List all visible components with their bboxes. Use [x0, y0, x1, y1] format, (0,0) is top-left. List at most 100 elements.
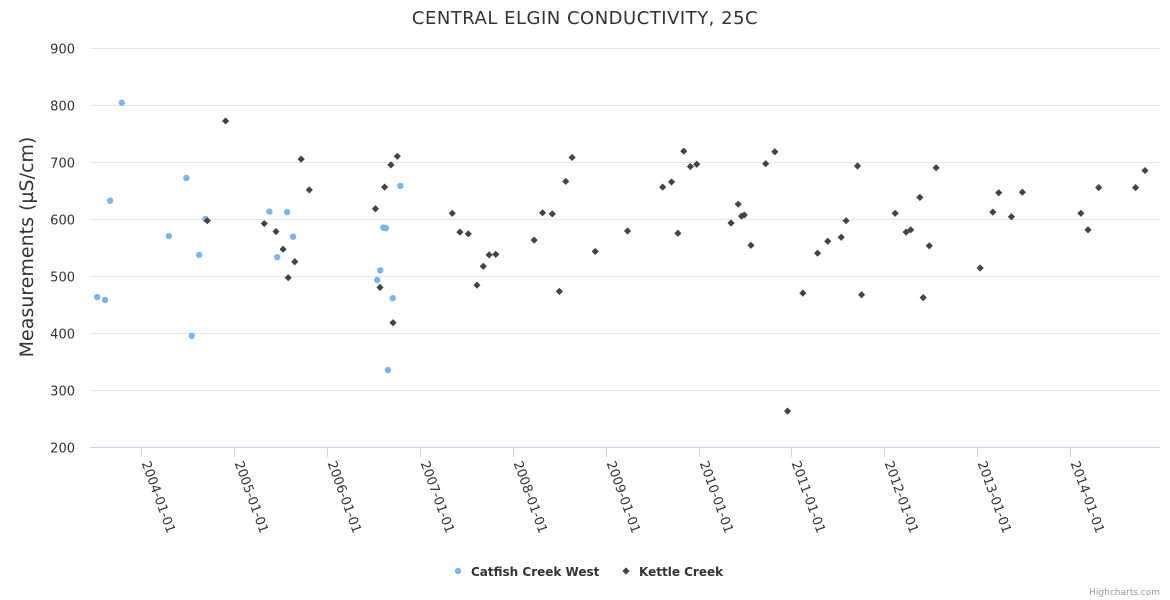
data-point[interactable]	[813, 249, 822, 257]
data-point[interactable]	[93, 293, 101, 301]
data-point[interactable]	[734, 200, 742, 208]
data-point[interactable]	[693, 160, 701, 168]
data-point[interactable]	[305, 186, 313, 194]
data-point[interactable]	[492, 250, 500, 258]
data-point[interactable]	[221, 117, 230, 125]
x-tick-label: 2012-01-01	[881, 459, 921, 535]
data-point[interactable]	[456, 228, 464, 236]
x-tick-label: 2009-01-01	[603, 459, 643, 535]
data-point[interactable]	[118, 99, 125, 106]
data-point[interactable]	[393, 152, 401, 160]
data-point[interactable]	[279, 245, 287, 253]
data-point[interactable]	[289, 233, 297, 240]
data-point[interactable]	[389, 319, 397, 327]
data-point[interactable]	[902, 228, 910, 236]
data-point[interactable]	[106, 197, 114, 204]
data-point[interactable]	[283, 208, 291, 216]
y-tick-label: 600	[50, 214, 75, 229]
legend[interactable]: Catfish Creek West Kettle Creek	[454, 565, 724, 579]
data-point[interactable]	[1141, 166, 1149, 175]
data-point[interactable]	[799, 289, 807, 297]
legend-marker	[454, 567, 462, 575]
data-point[interactable]	[1131, 184, 1140, 192]
data-point[interactable]	[538, 209, 547, 217]
data-point[interactable]	[919, 294, 927, 302]
data-point[interactable]	[473, 281, 481, 289]
data-point[interactable]	[374, 276, 381, 284]
x-tick-label: 2013-01-01	[974, 459, 1014, 535]
legend-label: Catfish Creek West	[471, 565, 600, 579]
data-point[interactable]	[376, 283, 384, 291]
legend-label: Kettle Creek	[639, 565, 724, 579]
data-point[interactable]	[274, 253, 281, 261]
data-point[interactable]	[771, 148, 779, 156]
data-point[interactable]	[195, 251, 203, 259]
data-point[interactable]	[266, 208, 273, 215]
data-point[interactable]	[925, 242, 933, 250]
data-point[interactable]	[479, 262, 487, 270]
data-point[interactable]	[667, 178, 676, 186]
x-tick-label: 2011-01-01	[788, 459, 828, 535]
data-point[interactable]	[976, 264, 984, 272]
data-point[interactable]	[291, 258, 299, 266]
data-point[interactable]	[297, 155, 305, 163]
data-point[interactable]	[530, 236, 538, 244]
data-point[interactable]	[485, 251, 493, 259]
data-point[interactable]	[260, 219, 268, 228]
data-point[interactable]	[824, 237, 832, 245]
data-point[interactable]	[183, 174, 190, 182]
data-point[interactable]	[891, 209, 899, 217]
data-point[interactable]	[916, 193, 924, 201]
data-point[interactable]	[389, 295, 396, 302]
data-point[interactable]	[1095, 184, 1103, 192]
data-point[interactable]	[555, 287, 563, 295]
data-point[interactable]	[747, 241, 755, 249]
data-point[interactable]	[857, 291, 866, 299]
data-point[interactable]	[101, 296, 109, 304]
y-tick-label: 200	[50, 442, 75, 457]
data-point[interactable]	[377, 267, 384, 274]
data-point[interactable]	[783, 407, 792, 415]
data-point[interactable]	[397, 182, 404, 190]
data-point[interactable]	[1084, 226, 1092, 234]
data-point[interactable]	[548, 210, 556, 218]
data-point[interactable]	[562, 177, 570, 185]
data-point[interactable]	[762, 160, 770, 168]
data-point[interactable]	[842, 217, 850, 225]
y-tick-label: 700	[50, 157, 75, 172]
data-point[interactable]	[686, 162, 694, 171]
data-point[interactable]	[853, 162, 862, 170]
data-point[interactable]	[995, 189, 1003, 197]
data-point[interactable]	[989, 208, 997, 216]
data-point[interactable]	[448, 209, 456, 217]
data-point[interactable]	[623, 227, 632, 235]
x-tick-label: 2007-01-01	[417, 459, 457, 535]
legend-item-kettle-creek[interactable]: Kettle Creek	[622, 565, 724, 579]
data-point[interactable]	[165, 232, 173, 240]
data-point[interactable]	[203, 217, 211, 225]
data-point[interactable]	[680, 147, 688, 155]
data-point[interactable]	[568, 153, 576, 162]
data-point[interactable]	[837, 233, 845, 241]
data-point[interactable]	[1018, 188, 1026, 196]
data-point[interactable]	[382, 224, 390, 232]
data-point[interactable]	[1077, 209, 1085, 217]
data-point[interactable]	[380, 183, 389, 191]
legend-item-catfish-creek-west[interactable]: Catfish Creek West	[454, 565, 600, 579]
data-point[interactable]	[384, 366, 392, 374]
data-point[interactable]	[188, 332, 195, 340]
data-point[interactable]	[464, 230, 472, 238]
data-point[interactable]	[371, 205, 380, 213]
data-point[interactable]	[674, 229, 682, 237]
data-point[interactable]	[284, 274, 292, 282]
data-point[interactable]	[272, 227, 280, 236]
data-point[interactable]	[591, 247, 599, 256]
data-point[interactable]	[727, 219, 735, 227]
data-point[interactable]	[932, 164, 940, 172]
data-point[interactable]	[907, 226, 915, 234]
data-point[interactable]	[740, 211, 748, 219]
data-point[interactable]	[387, 161, 395, 169]
data-point[interactable]	[1007, 213, 1016, 221]
highcharts-credit[interactable]: Highcharts.com	[1089, 588, 1160, 598]
data-point[interactable]	[659, 183, 667, 191]
